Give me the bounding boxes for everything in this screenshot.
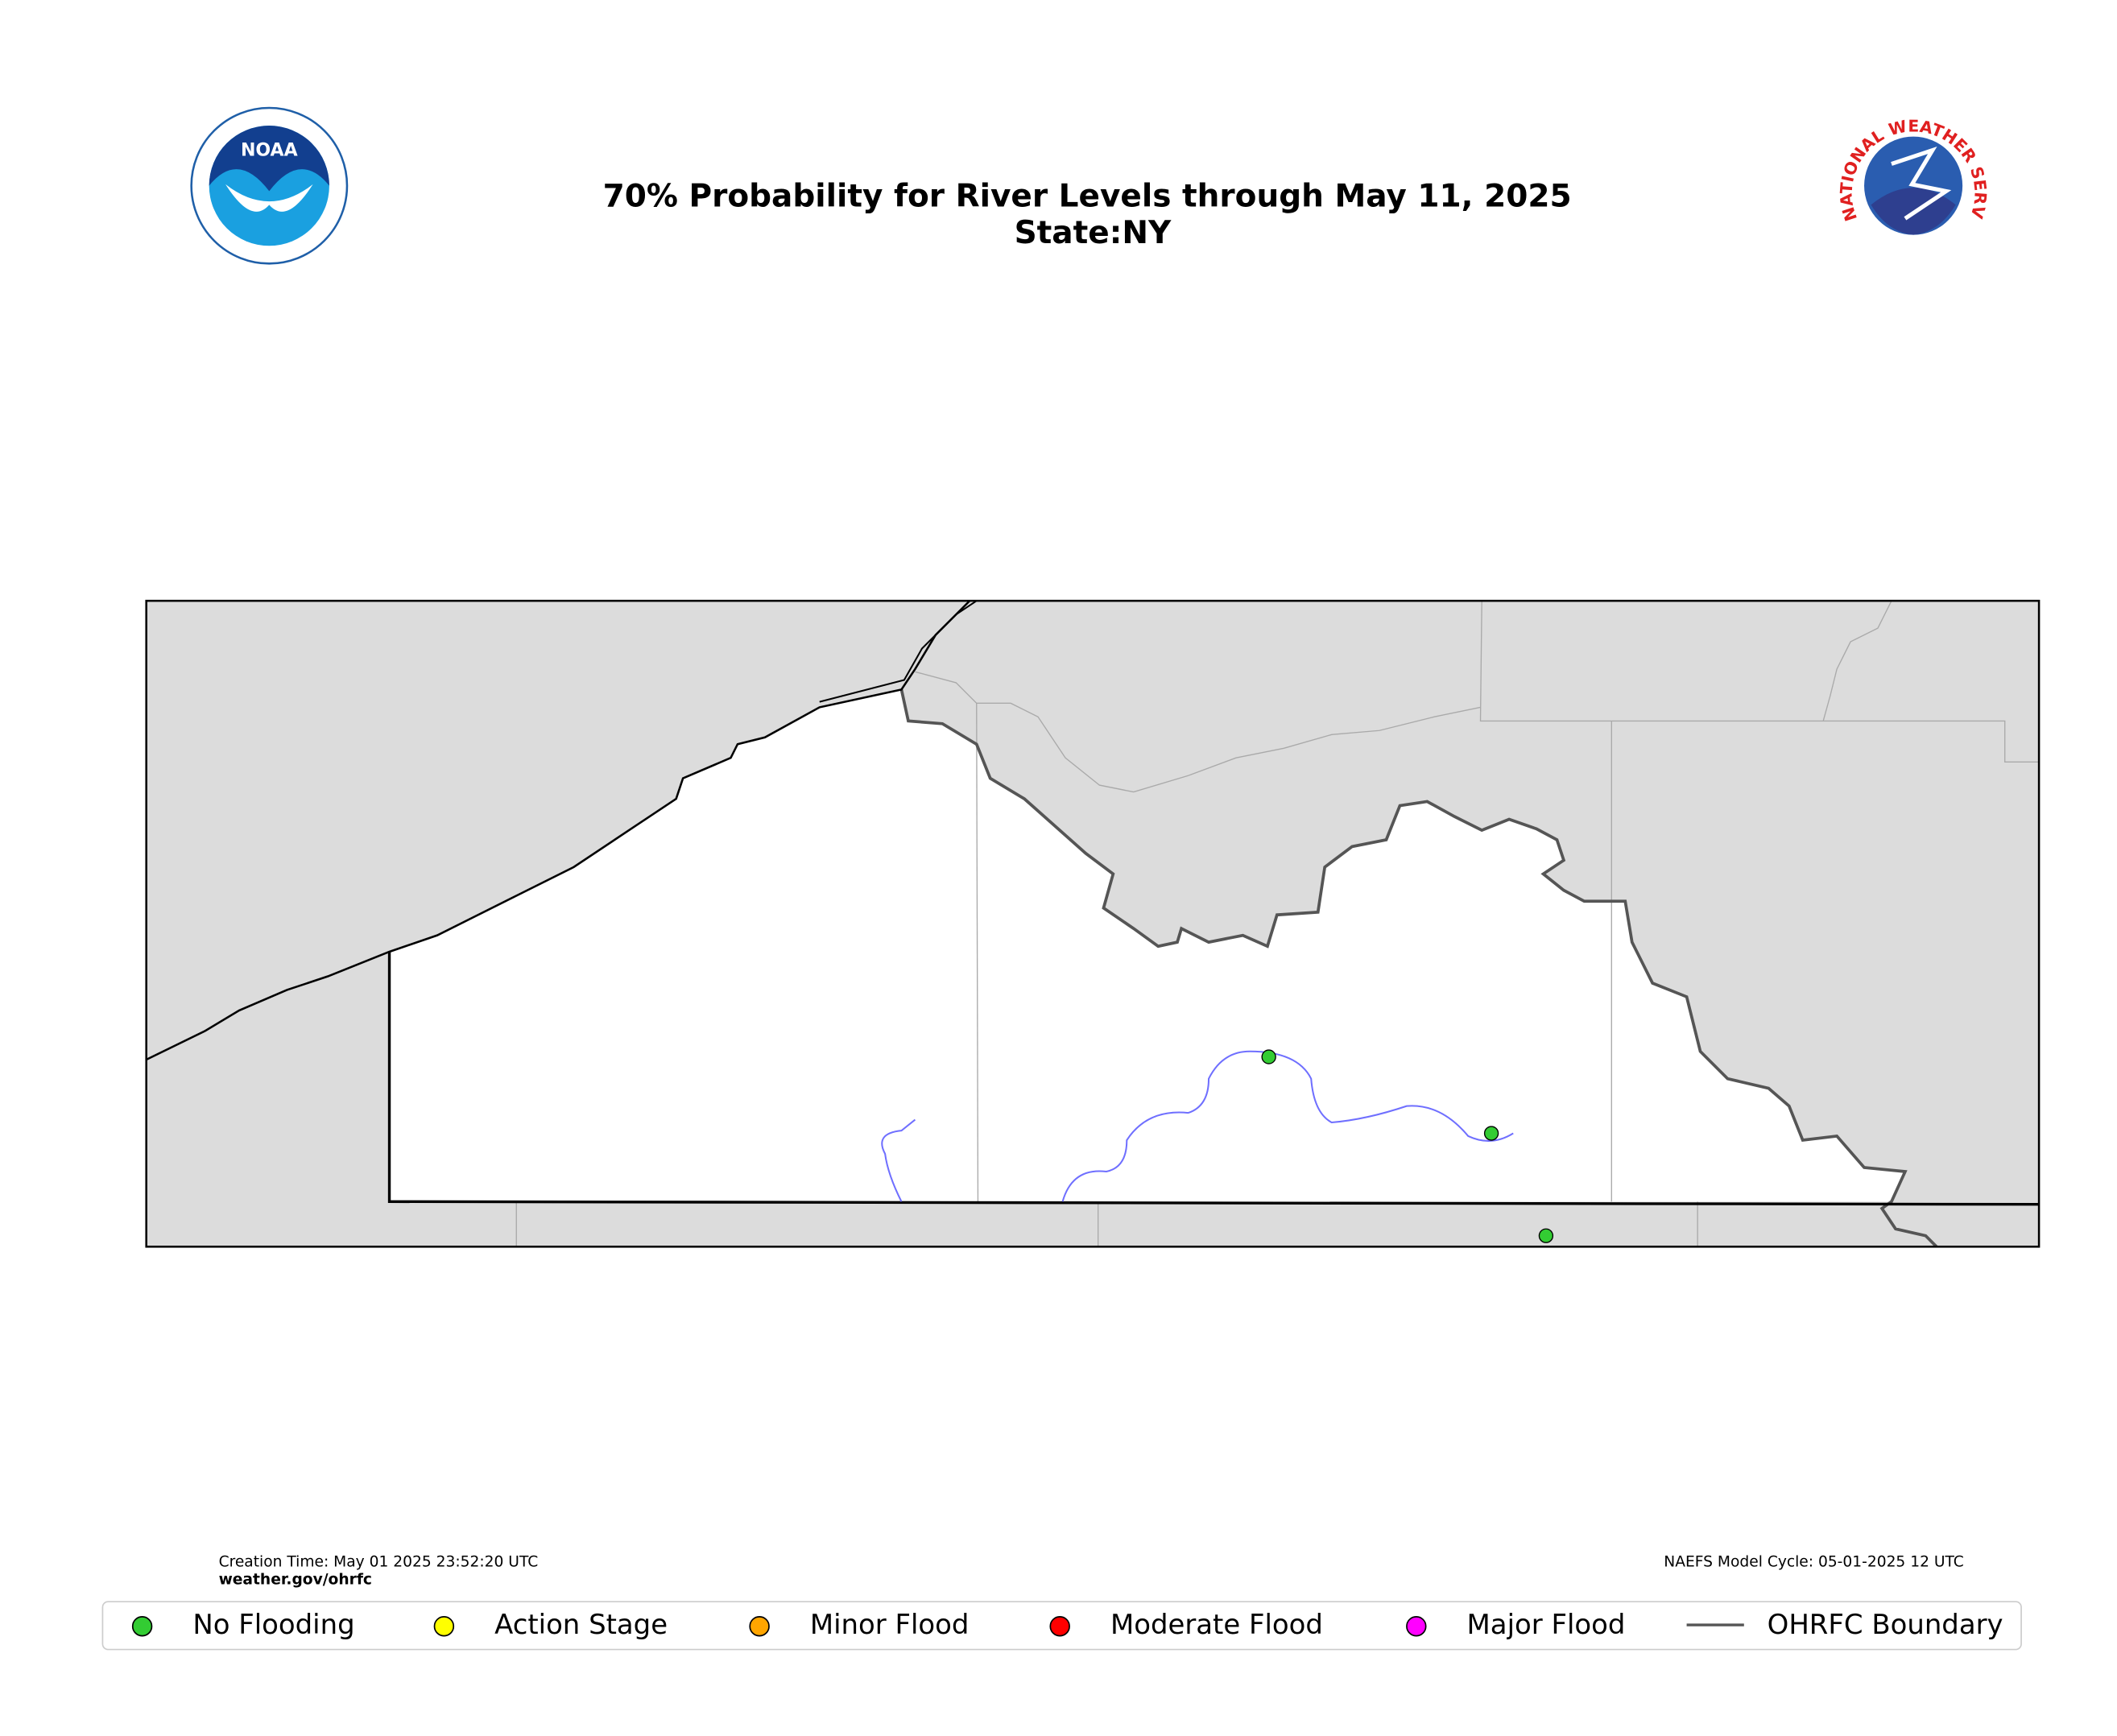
rivers xyxy=(881,1050,1514,1202)
legend-label: OHRFC Boundary xyxy=(1768,1609,2003,1640)
state-lines xyxy=(515,600,2040,1247)
legend-marker xyxy=(1049,1616,1070,1637)
gauge-point[interactable] xyxy=(1538,1228,1554,1243)
website: weather.gov/ohrfc xyxy=(219,1572,372,1589)
gauge-point[interactable] xyxy=(1483,1126,1499,1141)
legend: No Flooding Action Stage Minor Flood Modera… xyxy=(131,1609,2003,1640)
gauge-point[interactable] xyxy=(1261,1049,1276,1064)
lake-shore xyxy=(146,600,971,1061)
model-cycle: NAEFS Model Cycle: 05-01-2025 12 UTC xyxy=(1664,1554,1964,1571)
title: 70% Probability for River Levels through… xyxy=(603,178,1572,214)
legend-label: Minor Flood xyxy=(810,1609,970,1640)
legend-marker xyxy=(749,1616,770,1637)
legend-marker xyxy=(131,1616,153,1637)
creation-time: Creation Time: May 01 2025 23:52:20 UTC xyxy=(219,1554,539,1571)
legend-marker xyxy=(433,1616,455,1637)
legend-label: No Flooding xyxy=(192,1609,354,1640)
legend-label: Action Stage xyxy=(494,1609,668,1640)
noaa-logo: NOAA xyxy=(190,106,349,265)
subtitle: State:NY xyxy=(1015,215,1172,251)
noaa-logo-text: NOAA xyxy=(241,140,298,160)
lake-shore-inner xyxy=(819,600,978,703)
map-frame xyxy=(145,599,2041,1248)
legend-label: Major Flood xyxy=(1467,1609,1626,1640)
map xyxy=(145,599,2041,1248)
legend-label: Moderate Flood xyxy=(1110,1609,1323,1640)
legend-marker xyxy=(1406,1616,1427,1637)
gauge-points xyxy=(1261,1049,1554,1243)
state-border xyxy=(387,951,2040,1206)
state-region xyxy=(389,689,1905,1202)
ohrfc-boundary xyxy=(899,688,1938,1248)
